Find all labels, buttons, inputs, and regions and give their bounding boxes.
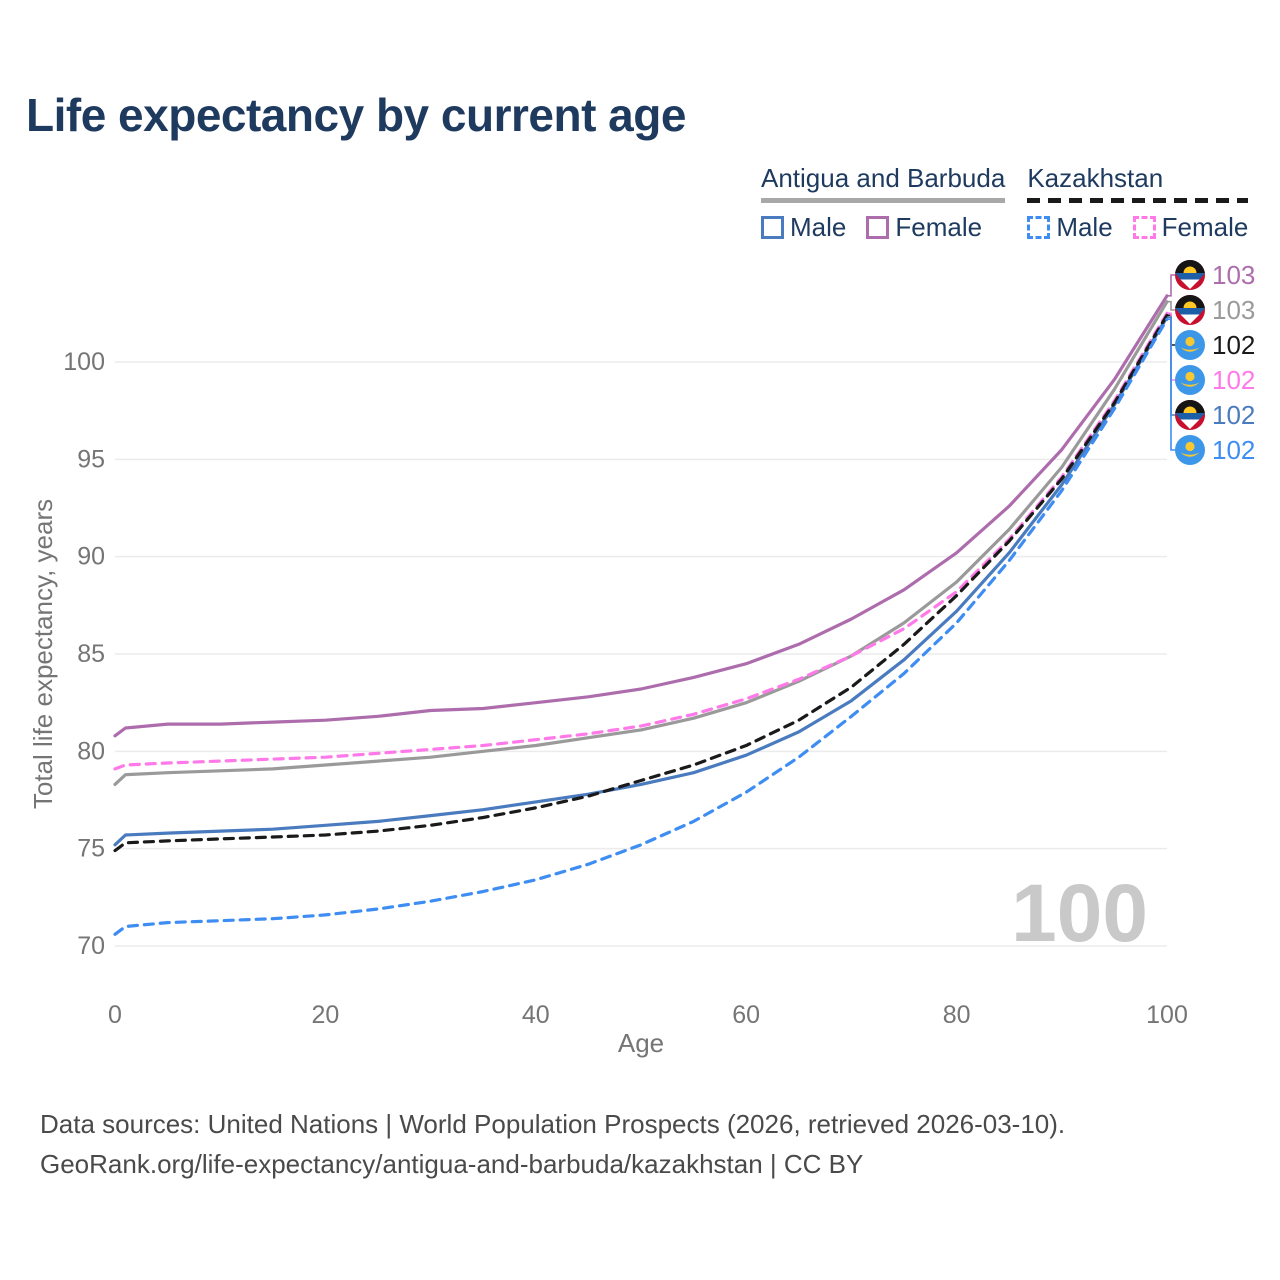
end-label-kazakhstan-both-sexes: 102 bbox=[1167, 314, 1255, 360]
antigua-and-barbuda-flag-icon bbox=[1175, 295, 1205, 325]
y-tick-label: 75 bbox=[77, 835, 105, 863]
legend-item-kazakhstan-male[interactable]: Male bbox=[1027, 212, 1113, 243]
legend-group-kazakhstan: Kazakhstan Male Female bbox=[1027, 163, 1249, 243]
y-axis-ticks: 70 75 80 85 90 95 100 bbox=[63, 348, 105, 960]
end-label-value: 102 bbox=[1212, 330, 1255, 360]
end-label-value: 102 bbox=[1212, 400, 1255, 430]
x-tick-label: 100 bbox=[1146, 1001, 1188, 1029]
end-label-antigua-and-barbuda-both-sexes: 103 bbox=[1167, 295, 1255, 325]
footer-line-sources: Data sources: United Nations | World Pop… bbox=[40, 1109, 1066, 1139]
y-tick-label: 85 bbox=[77, 640, 105, 668]
series-line-kazakhstan-male[interactable] bbox=[113, 317, 1169, 936]
legend-item-antigua-female[interactable]: Female bbox=[866, 212, 982, 243]
series-line-antigua-and-barbuda-female[interactable] bbox=[113, 294, 1169, 738]
end-label-value: 103 bbox=[1212, 295, 1255, 325]
series-kazakhstan-both-sexes bbox=[113, 313, 1169, 853]
solid-male-swatch-icon bbox=[761, 216, 784, 239]
series-antigua-and-barbuda-both-sexes bbox=[113, 300, 1169, 787]
series-kazakhstan-male bbox=[113, 317, 1169, 936]
end-label-kazakhstan-male: 102 bbox=[1167, 318, 1255, 465]
x-tick-label: 0 bbox=[108, 1001, 122, 1029]
series-line-antigua-and-barbuda-male[interactable] bbox=[113, 315, 1169, 847]
y-tick-label: 90 bbox=[77, 543, 105, 571]
legend-linestyle-antigua bbox=[761, 198, 1006, 203]
label-connector bbox=[1167, 300, 1175, 311]
y-axis-title: Total life expectancy, years bbox=[28, 499, 58, 809]
antigua-and-barbuda-flag-icon bbox=[1175, 260, 1205, 290]
kazakhstan-flag-icon bbox=[1175, 330, 1205, 360]
dashed-female-swatch-icon bbox=[1132, 216, 1156, 239]
dashed-male-swatch-icon bbox=[1027, 216, 1051, 239]
end-label-value: 102 bbox=[1212, 365, 1255, 395]
legend-item-label: Male bbox=[790, 212, 847, 242]
legend: Antigua and Barbuda Male Female Kazakhst… bbox=[761, 163, 1249, 243]
gridlines bbox=[115, 361, 1167, 947]
age-counter-watermark: 100 bbox=[1011, 868, 1148, 959]
page-title: Life expectancy by current age bbox=[26, 89, 686, 141]
y-tick-label: 80 bbox=[77, 737, 105, 765]
x-axis-title: Age bbox=[618, 1028, 664, 1058]
y-tick-label: 95 bbox=[77, 445, 105, 473]
series-line-kazakhstan-both-sexes[interactable] bbox=[113, 313, 1169, 853]
x-tick-label: 20 bbox=[311, 1001, 339, 1029]
x-tick-label: 80 bbox=[943, 1001, 971, 1029]
series-lines bbox=[113, 294, 1169, 936]
kazakhstan-flag-icon bbox=[1175, 365, 1205, 395]
legend-linestyle-kazakhstan bbox=[1027, 198, 1249, 203]
legend-item-label: Male bbox=[1056, 212, 1113, 242]
label-connector bbox=[1167, 274, 1175, 297]
legend-country-label-kazakhstan[interactable]: Kazakhstan bbox=[1027, 163, 1164, 193]
footer-line-attribution: GeoRank.org/life-expectancy/antigua-and-… bbox=[40, 1149, 864, 1179]
series-antigua-and-barbuda-male bbox=[113, 315, 1169, 847]
x-axis-ticks: 0 20 40 60 80 100 bbox=[108, 1001, 1188, 1029]
kazakhstan-flag-icon bbox=[1175, 435, 1205, 465]
y-tick-label: 100 bbox=[63, 348, 105, 376]
label-connector bbox=[1167, 318, 1175, 451]
end-label-value: 103 bbox=[1212, 260, 1255, 290]
antigua-and-barbuda-flag-icon bbox=[1175, 400, 1205, 430]
legend-group-antigua-and-barbuda: Antigua and Barbuda Male Female bbox=[761, 163, 1006, 243]
legend-item-label: Female bbox=[1161, 212, 1249, 242]
solid-female-swatch-icon bbox=[866, 216, 890, 239]
series-line-antigua-and-barbuda-both-sexes[interactable] bbox=[113, 300, 1169, 787]
legend-item-label: Female bbox=[895, 212, 983, 242]
series-line-kazakhstan-female[interactable] bbox=[113, 311, 1169, 771]
x-tick-label: 60 bbox=[732, 1001, 760, 1029]
end-labels: 103 103 102 102 102 102 bbox=[1167, 260, 1255, 465]
data-source-note: Data sources: United Nations | World Pop… bbox=[40, 1104, 1065, 1184]
end-label-antigua-and-barbuda-female: 103 bbox=[1167, 260, 1255, 297]
series-kazakhstan-female bbox=[113, 311, 1169, 771]
legend-country-label-antigua[interactable]: Antigua and Barbuda bbox=[761, 163, 1006, 193]
end-label-kazakhstan-female: 102 bbox=[1167, 312, 1255, 395]
y-tick-label: 70 bbox=[77, 932, 105, 960]
legend-item-antigua-male[interactable]: Male bbox=[761, 212, 846, 243]
series-antigua-and-barbuda-female bbox=[113, 294, 1169, 738]
legend-item-kazakhstan-female[interactable]: Female bbox=[1132, 212, 1249, 243]
x-tick-label: 40 bbox=[522, 1001, 550, 1029]
end-label-value: 102 bbox=[1212, 435, 1255, 465]
